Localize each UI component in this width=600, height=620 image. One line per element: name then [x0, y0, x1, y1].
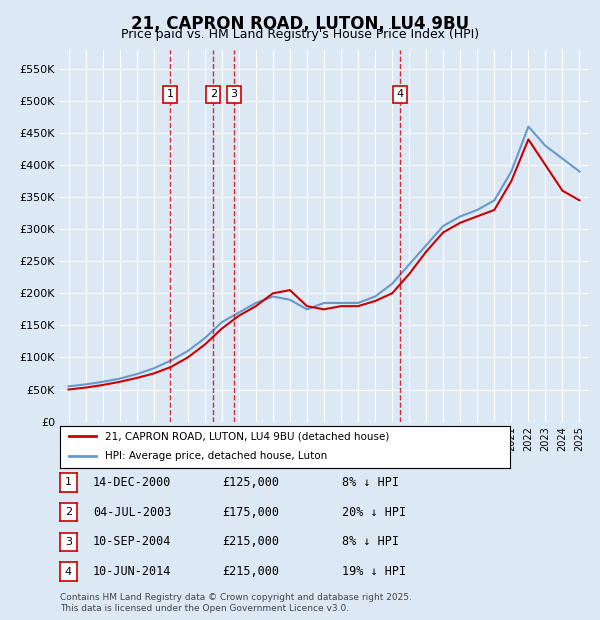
Text: 19% ↓ HPI: 19% ↓ HPI [342, 565, 406, 578]
Text: 1: 1 [65, 477, 72, 487]
Text: £175,000: £175,000 [222, 506, 279, 518]
Text: HPI: Average price, detached house, Luton: HPI: Average price, detached house, Luto… [105, 451, 327, 461]
Text: £125,000: £125,000 [222, 476, 279, 489]
Text: 10-SEP-2004: 10-SEP-2004 [93, 536, 172, 548]
Text: 04-JUL-2003: 04-JUL-2003 [93, 506, 172, 518]
Text: 10-JUN-2014: 10-JUN-2014 [93, 565, 172, 578]
Text: 4: 4 [65, 567, 72, 577]
Text: £215,000: £215,000 [222, 565, 279, 578]
Text: £215,000: £215,000 [222, 536, 279, 548]
Text: 8% ↓ HPI: 8% ↓ HPI [342, 536, 399, 548]
Text: 21, CAPRON ROAD, LUTON, LU4 9BU: 21, CAPRON ROAD, LUTON, LU4 9BU [131, 16, 469, 33]
Text: 3: 3 [65, 537, 72, 547]
Text: 20% ↓ HPI: 20% ↓ HPI [342, 506, 406, 518]
Text: 1: 1 [167, 89, 173, 99]
Text: 4: 4 [396, 89, 403, 99]
Text: 2: 2 [210, 89, 217, 99]
Text: Price paid vs. HM Land Registry's House Price Index (HPI): Price paid vs. HM Land Registry's House … [121, 28, 479, 41]
Text: 8% ↓ HPI: 8% ↓ HPI [342, 476, 399, 489]
Text: 2: 2 [65, 507, 72, 517]
Text: 21, CAPRON ROAD, LUTON, LU4 9BU (detached house): 21, CAPRON ROAD, LUTON, LU4 9BU (detache… [105, 432, 389, 441]
Text: 3: 3 [230, 89, 237, 99]
Text: 14-DEC-2000: 14-DEC-2000 [93, 476, 172, 489]
Text: Contains HM Land Registry data © Crown copyright and database right 2025.
This d: Contains HM Land Registry data © Crown c… [60, 593, 412, 613]
